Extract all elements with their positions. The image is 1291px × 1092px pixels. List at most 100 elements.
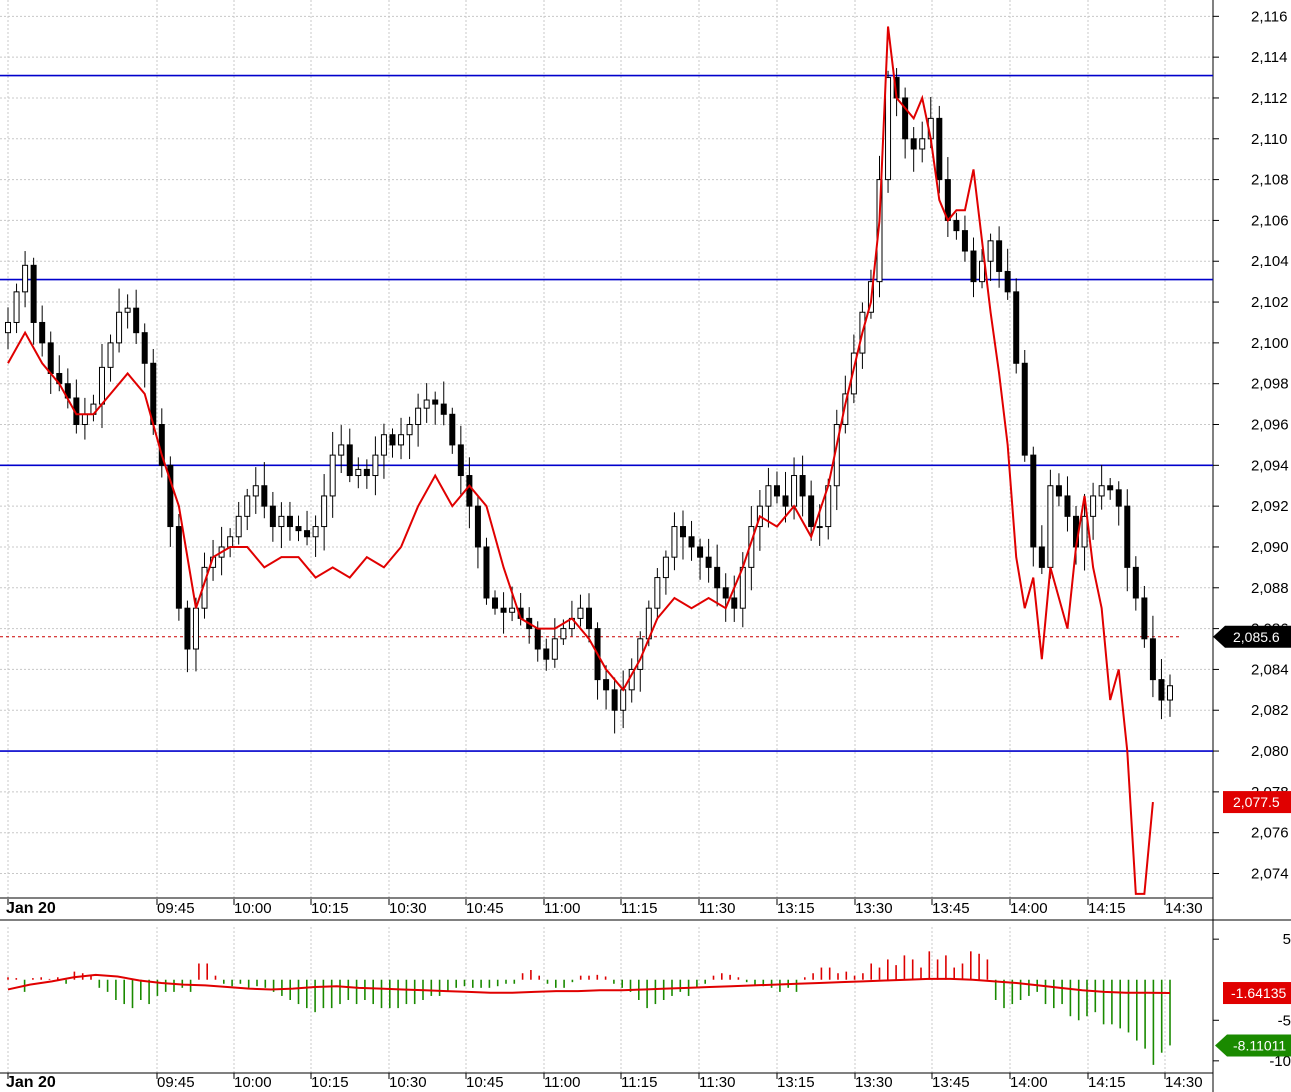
candle-body [474,505,481,548]
x-tick-label: 11:15 [621,1074,657,1091]
y-tick-label: 2,092 [1251,498,1289,515]
time-axes: Jan 20 09:45 10:00 10:15 10:30 10:45 11:00 11:1… [6,899,1203,1091]
candle-body [22,264,29,293]
y-tick-label: 2,098 [1251,376,1289,393]
candle-body [492,597,499,609]
ma-tag-label: 2,077.5 [1233,794,1280,810]
candle-body [791,475,798,507]
candle-body [1141,597,1148,640]
y-tick-label: 2,084 [1251,661,1289,678]
candle-body [885,77,892,181]
x-tick-label: 10:45 [466,1074,504,1091]
x-tick-label: 10:00 [234,900,272,917]
candle-body [662,556,669,579]
sub-y-tick-label: -10 [1269,1053,1291,1070]
candle-body [483,546,490,599]
candle-body [321,495,328,528]
candle-body [979,260,986,283]
price-tag [1213,625,1291,648]
histogram-tag [1215,1034,1291,1057]
y-tick-label: 2,108 [1251,172,1289,189]
candle-body [1030,454,1037,548]
x-tick-label: 10:45 [466,900,504,917]
x-tick-label: 10:00 [234,1074,272,1091]
y-tick-label: 2,100 [1251,335,1289,352]
x-tick-label: 09:45 [157,1074,195,1091]
x-tick-label: 14:30 [1165,900,1203,917]
candle-body [406,424,413,436]
candle-body [133,307,140,334]
candle-body [13,291,20,323]
candle-body [816,526,823,529]
candle-body [440,403,447,415]
y-tick-label: 2,090 [1251,539,1289,556]
candle-body [398,434,405,446]
x-tick-label: Jan 20 [6,900,56,917]
candle-body [47,342,54,374]
x-tick-label: 11:00 [544,1074,580,1091]
candle-body [227,536,234,548]
candle-body [244,495,251,517]
candle-body [961,230,968,252]
candle-body [295,526,302,532]
candle-body [304,530,311,538]
candle-body [389,434,396,446]
candle-body [116,311,123,344]
x-tick-label: 14:00 [1010,1074,1048,1091]
candle-body [560,628,567,640]
candle-body [722,587,729,599]
candle-body [1167,685,1173,701]
candle-body [278,515,285,528]
x-tick-label: 13:45 [932,1074,970,1091]
candle-body [1055,485,1062,497]
signal-tag [1223,982,1291,1005]
candle-body [1149,638,1156,681]
candle-body [261,485,268,507]
signal-tag-label: -1.64135 [1231,985,1286,1001]
candle-body [842,393,849,426]
x-tick-label: 14:15 [1088,1074,1126,1091]
candle-body [1107,485,1114,491]
candle-body [175,526,182,609]
candle-body [919,138,926,150]
y-tick-label: 2,104 [1251,253,1289,270]
candle-body [312,526,319,538]
x-tick-label: 13:30 [855,1074,893,1091]
y-tick-label: 2,088 [1251,580,1289,597]
candle-body [1013,291,1020,364]
candle-body [235,515,242,538]
candle-body [970,250,977,283]
x-tick-label: 13:15 [777,1074,815,1091]
candle-body [329,454,336,497]
x-tick-label: 13:45 [932,900,970,917]
candle-body [5,321,11,334]
candle-body [543,648,550,660]
candle-body [551,638,558,660]
x-tick-label: 14:00 [1010,900,1048,917]
candle-body [269,505,276,528]
candle-body [500,607,507,613]
candle-body [654,577,661,609]
histogram-tag-label: -8.11011 [1233,1038,1286,1054]
candle-body [1132,566,1139,599]
candle-body [380,434,387,456]
candle-body [141,332,148,364]
moving-average [7,26,1154,895]
candle-body [679,526,686,538]
candle-body [1090,495,1097,517]
y-tick-label: 2,074 [1251,866,1289,883]
candle-body [765,485,772,507]
y-tick-label: 2,080 [1251,743,1289,760]
candle-body [30,264,37,323]
candle-body [1158,679,1165,701]
ma-line [7,26,1154,895]
candle-body [603,679,610,691]
candle-body [457,444,464,477]
x-tick-label: 13:15 [777,900,815,917]
x-tick-label: 09:45 [157,900,195,917]
candle-body [107,342,114,368]
y-tick-label: 2,082 [1251,702,1289,719]
ma-tag [1223,791,1291,814]
candle-body [372,454,379,477]
